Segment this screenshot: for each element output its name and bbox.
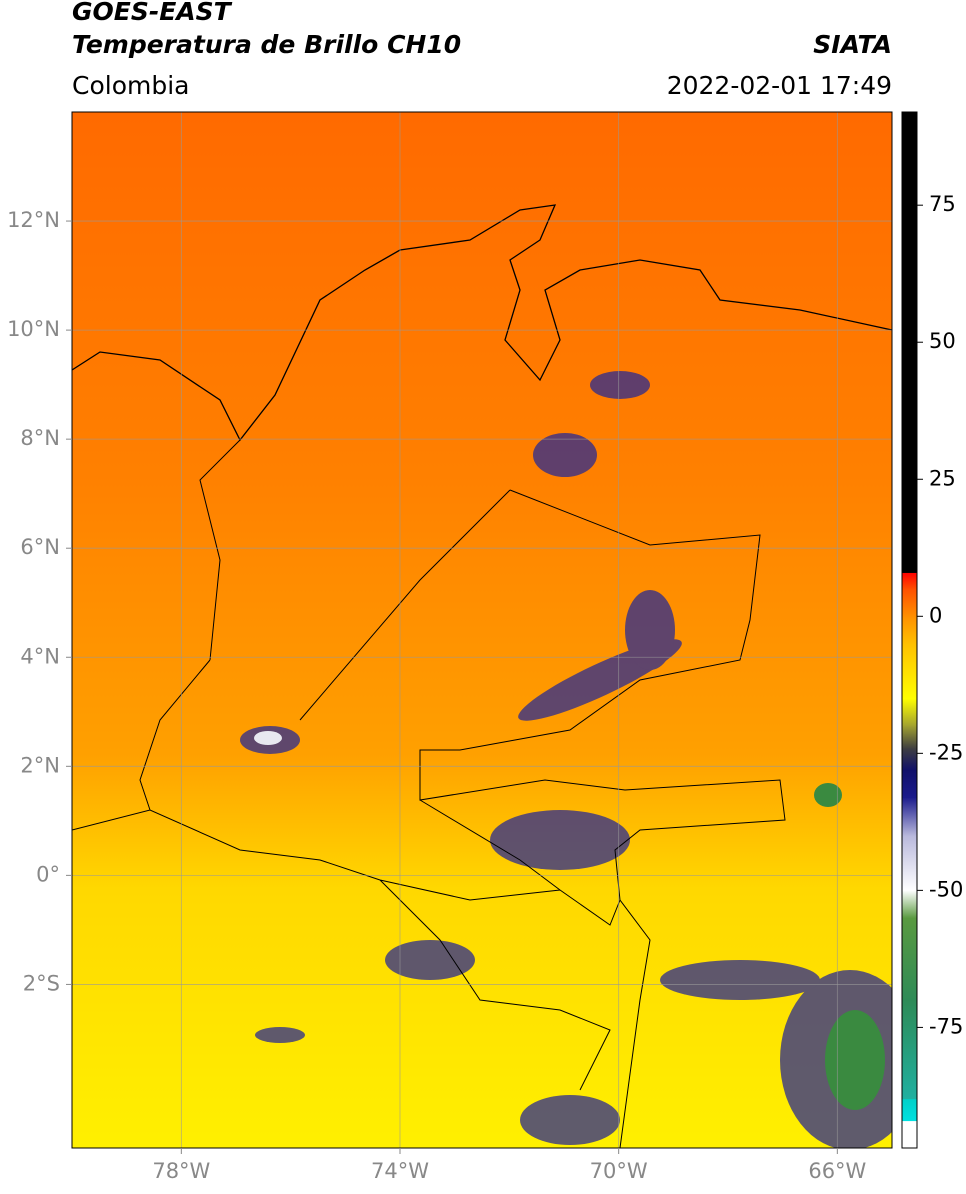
- x-tick-label: 70°W: [590, 1159, 648, 1183]
- x-tick-label: 74°W: [371, 1159, 429, 1183]
- colorbar-tick-label: -25: [929, 740, 963, 764]
- source: SIATA: [813, 30, 892, 59]
- subtitle: Temperatura de Brillo CH10: [72, 30, 461, 59]
- colorbar-tick-label: -50: [929, 877, 963, 901]
- y-tick-label: 0°: [36, 862, 60, 886]
- colorbar-segment: [902, 698, 917, 727]
- borders: [72, 439, 786, 1148]
- colorbar-tick-label: -75: [929, 1014, 963, 1038]
- colorbar-segment: [902, 890, 917, 919]
- colorbar-segment: [902, 1000, 917, 1100]
- colorbar-segment: [902, 588, 917, 617]
- map-image: [72, 112, 892, 1148]
- colorbar-tick-label: 50: [929, 329, 956, 353]
- colorbar-tick-label: 75: [929, 192, 956, 216]
- colorbar-segment: [902, 1120, 917, 1149]
- title: GOES-EAST: [72, 0, 233, 26]
- colorbar-segment: [902, 835, 917, 891]
- y-tick-label: 4°N: [20, 644, 60, 668]
- region: Colombia: [72, 71, 189, 100]
- x-tick-label: 66°W: [808, 1159, 866, 1183]
- colorbar-segment: [902, 572, 917, 590]
- colorbar-frame: [901, 111, 918, 1149]
- y-tick-label: 12°N: [7, 208, 60, 232]
- x-tick-label: 78°W: [152, 1159, 210, 1183]
- y-tick-label: 8°N: [20, 426, 60, 450]
- map-frame: [71, 111, 893, 1149]
- y-tick-label: 2°S: [23, 971, 60, 995]
- colorbar-segment: [902, 616, 917, 645]
- cold-tops: [254, 731, 885, 1110]
- y-tick-label: 10°N: [7, 317, 60, 341]
- colorbar-segment: [902, 769, 917, 798]
- colorbar-tick-label: 25: [929, 466, 956, 490]
- colorbar-segment: [902, 747, 917, 771]
- colorbar-segment: [902, 797, 917, 837]
- y-tick-label: 6°N: [20, 535, 60, 559]
- colorbar-segment: [902, 917, 917, 1001]
- colorbar-segment: [902, 112, 917, 573]
- colorbar-segment: [902, 725, 917, 749]
- datetime: 2022-02-01 17:49: [667, 71, 892, 100]
- colorbar-tick-label: 0: [929, 603, 942, 627]
- colorbar-segment: [902, 1098, 917, 1122]
- y-tick-label: 2°N: [20, 753, 60, 777]
- colorbar-segment: [902, 643, 917, 700]
